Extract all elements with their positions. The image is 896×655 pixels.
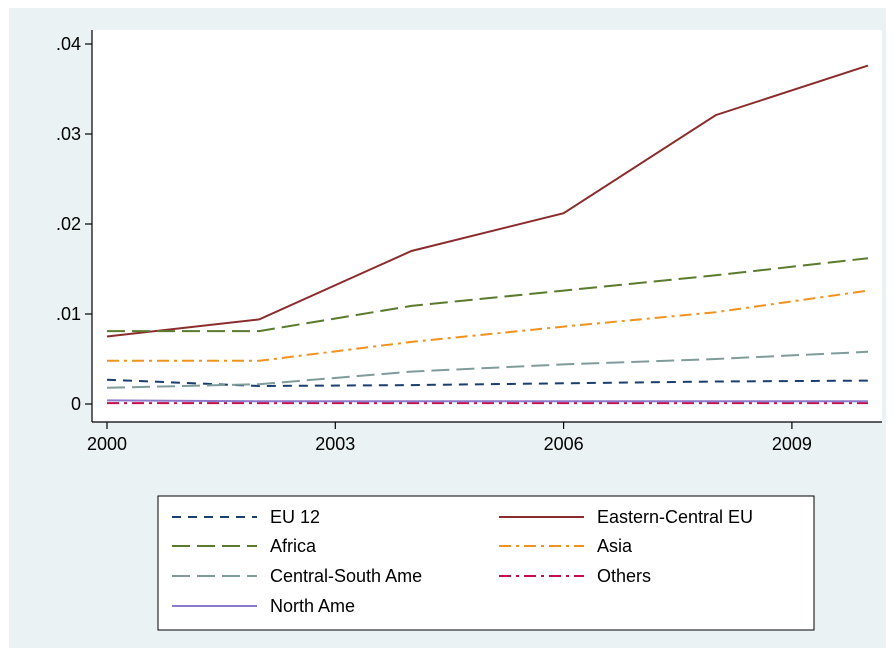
legend-label: Asia: [597, 536, 633, 556]
y-tick-label: .01: [56, 304, 81, 324]
legend-label: Central-South Ame: [270, 566, 422, 586]
series-line-north-ame: [106, 399, 868, 403]
legend-box: [157, 495, 815, 631]
y-tick-label: .03: [56, 124, 81, 144]
series-line-eastern-central-eu: [106, 64, 869, 338]
x-tick-label: 2003: [315, 434, 355, 454]
y-tick-label: .04: [56, 34, 81, 54]
series-line-asia: [107, 289, 869, 362]
legend-label: Others: [597, 566, 651, 586]
legend-label: Eastern-Central EU: [597, 507, 753, 527]
series-line-africa: [107, 257, 869, 333]
x-tick-label: 2000: [87, 434, 127, 454]
legend-label: Africa: [270, 536, 317, 556]
legend-label: EU 12: [270, 507, 320, 527]
y-tick-label: 0: [71, 394, 81, 414]
series-line-central-south-ame: [106, 350, 869, 389]
legend-label: North Ame: [270, 596, 355, 616]
x-tick-label: 2009: [772, 434, 812, 454]
x-tick-label: 2006: [544, 434, 584, 454]
plot-area: [92, 30, 882, 422]
y-tick-label: .02: [56, 214, 81, 234]
